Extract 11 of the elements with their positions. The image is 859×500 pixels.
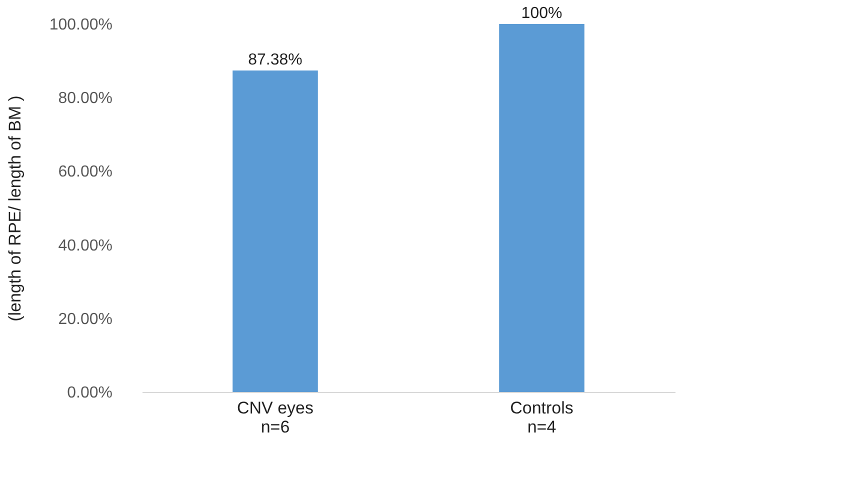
y-tick-label: 60.00%: [58, 164, 112, 181]
y-tick-label: 20.00%: [58, 310, 112, 328]
x-tick-label: Controls n=4: [510, 398, 574, 436]
y-tick-label: 0.00%: [67, 384, 112, 402]
y-tick-label: 40.00%: [58, 237, 112, 254]
y-axis-title: (length of RPE/ length of BM ): [5, 96, 24, 322]
x-tick-label: CNV eyes n=6: [236, 398, 314, 436]
data-label: 100%: [521, 5, 562, 22]
y-tick-label: 100.00%: [49, 16, 112, 34]
data-label: 87.38%: [248, 51, 302, 68]
y-tick-label: 80.00%: [58, 90, 112, 108]
